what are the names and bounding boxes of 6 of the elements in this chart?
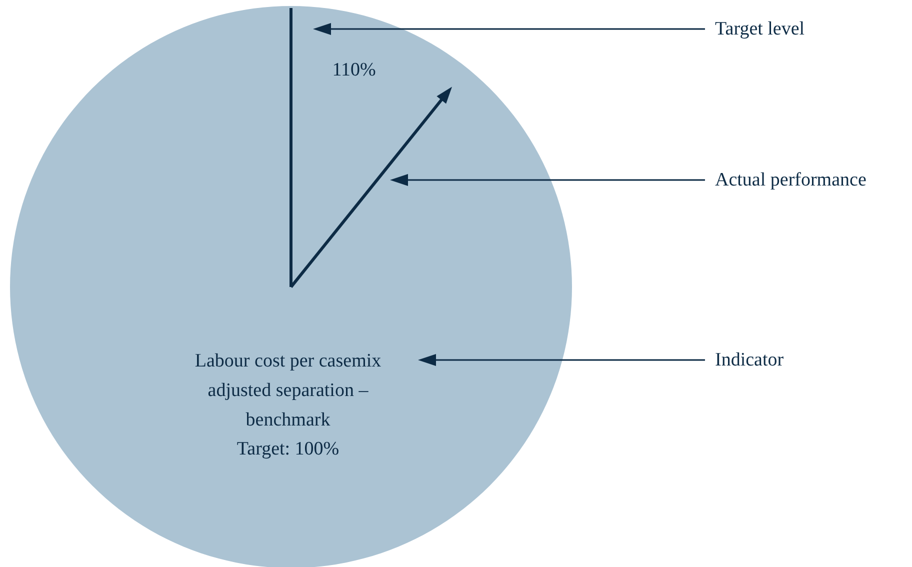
text: Target level xyxy=(715,18,805,40)
text: Indicator xyxy=(715,350,784,370)
text: Actual performance xyxy=(715,170,866,190)
text: Labour cost per casemix adjusted separation – benchmark xyxy=(194,350,382,430)
data-label: 110% xyxy=(332,60,376,80)
text: Target: 100% xyxy=(236,438,340,460)
